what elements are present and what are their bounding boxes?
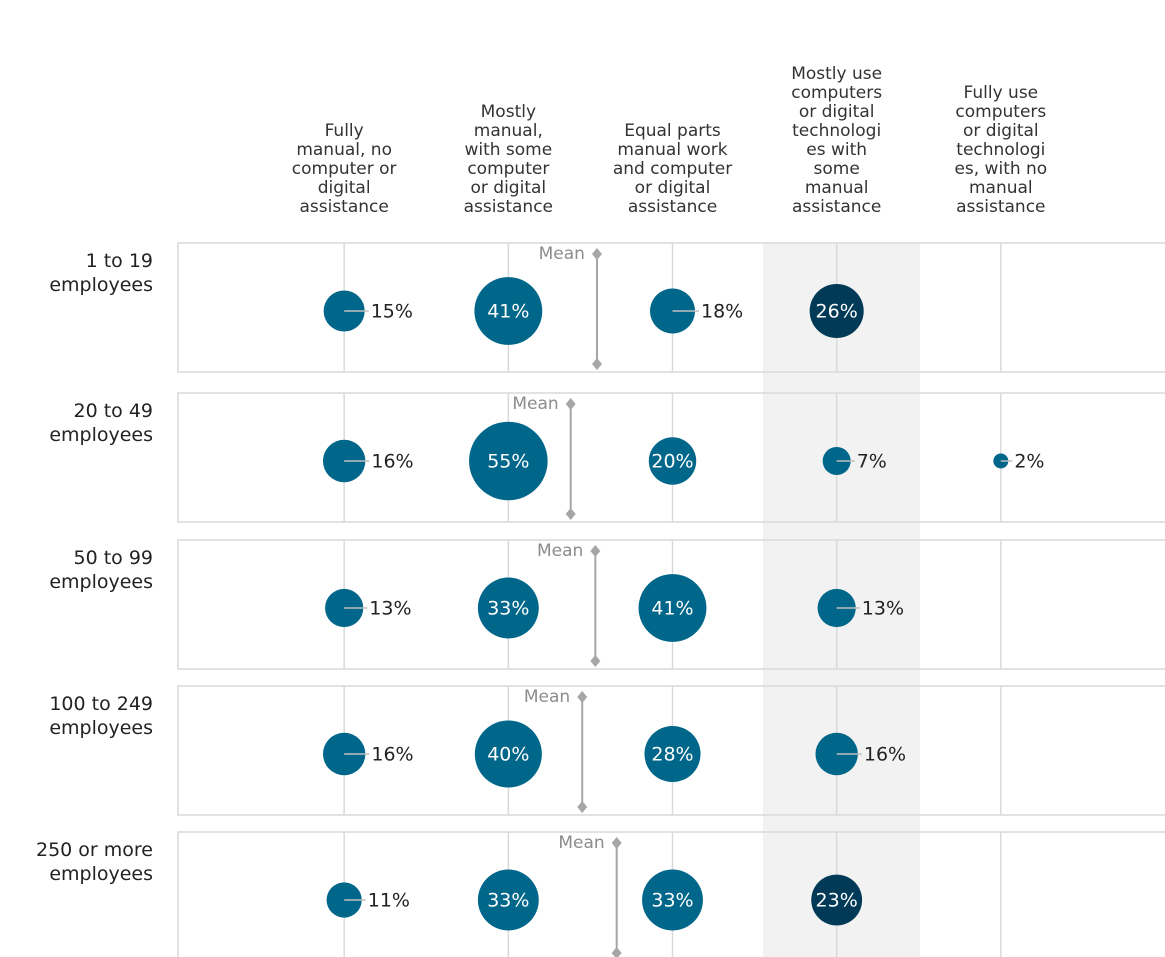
bubble — [474, 277, 543, 345]
value-label: 28% — [651, 744, 693, 766]
bubble — [811, 874, 863, 926]
bubble — [648, 437, 697, 485]
value-label: 55% — [487, 451, 529, 473]
row-label: 50 to 99 employees — [49, 547, 153, 593]
row-box — [177, 831, 1165, 957]
value-label: 41% — [487, 301, 529, 323]
mean-diamond — [611, 947, 622, 957]
row-box — [177, 539, 1165, 670]
mean-diamond — [577, 691, 588, 703]
mean-diamond — [591, 358, 602, 370]
mean-diamond — [565, 398, 576, 410]
value-label: 13% — [862, 598, 904, 620]
row-label: 100 to 249 employees — [49, 693, 153, 739]
row-box — [177, 392, 1165, 523]
bubble — [326, 882, 362, 918]
column-header: Equal parts manual work and computer or … — [612, 121, 733, 217]
value-label: 13% — [369, 598, 411, 620]
value-label: 16% — [864, 744, 906, 766]
value-label: 16% — [371, 744, 413, 766]
value-label: 33% — [487, 890, 529, 912]
bubble — [323, 290, 365, 332]
mean-diamond — [590, 655, 601, 667]
value-label: 23% — [816, 890, 858, 912]
column-header: Fully use computers or digital technolog… — [954, 83, 1048, 217]
mean-label: Mean — [537, 541, 583, 561]
row-box — [177, 685, 1165, 816]
row-label: 1 to 19 employees — [49, 250, 153, 296]
column-header: Mostly use computers or digital technolo… — [791, 64, 883, 217]
value-label: 33% — [487, 598, 529, 620]
value-label: 16% — [371, 451, 413, 473]
mean-diamond — [611, 837, 622, 849]
bubble — [642, 869, 703, 931]
column-header: Fully manual, no computer or digital ass… — [291, 121, 397, 217]
column-header: Mostly manual, with some computer or dig… — [463, 102, 554, 217]
mean-diamond — [577, 801, 588, 813]
value-label: 20% — [651, 451, 693, 473]
mean-diamond — [591, 248, 602, 260]
value-label: 33% — [651, 890, 693, 912]
bubble — [477, 869, 539, 931]
bubble — [993, 453, 1009, 469]
bubble — [638, 574, 707, 642]
value-label: 26% — [816, 301, 858, 323]
value-label: 2% — [1014, 451, 1044, 473]
mean-diamond — [565, 508, 576, 520]
value-label: 11% — [368, 890, 410, 912]
mean-label: Mean — [539, 244, 585, 264]
bubble — [322, 439, 366, 483]
row-box — [177, 242, 1165, 373]
bubble — [322, 732, 366, 776]
bubble — [474, 720, 542, 788]
bubble — [809, 283, 864, 339]
mean-label: Mean — [558, 833, 604, 853]
mean-diamond — [590, 545, 601, 557]
value-label: 40% — [487, 744, 529, 766]
value-label: 15% — [371, 301, 413, 323]
bubble — [469, 421, 548, 501]
row-label: 20 to 49 employees — [49, 400, 153, 446]
bubble — [644, 725, 701, 783]
value-label: 7% — [857, 451, 887, 473]
mean-label: Mean — [512, 394, 558, 414]
value-label: 41% — [651, 598, 693, 620]
value-label: 18% — [701, 301, 743, 323]
row-label: 250 or more employees — [36, 839, 153, 885]
bubble — [477, 577, 539, 639]
mean-label: Mean — [524, 687, 570, 707]
